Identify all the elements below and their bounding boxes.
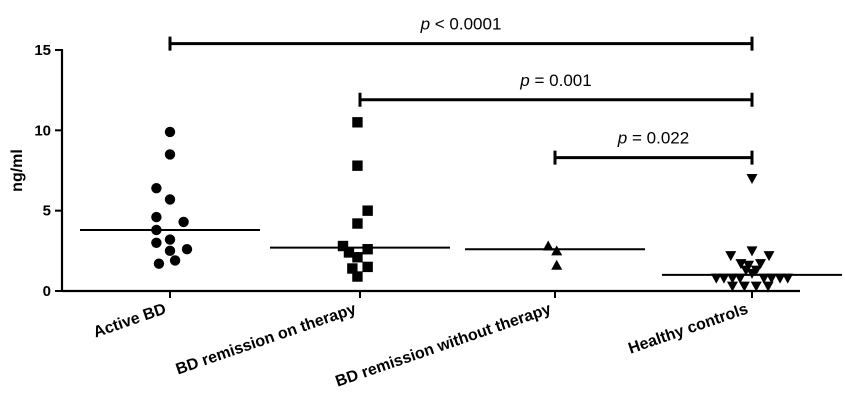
data-point (746, 246, 758, 257)
p-value: < 0.0001 (430, 15, 501, 34)
series-bd-remission-on-therapy (270, 117, 450, 282)
data-point (734, 273, 746, 284)
data-point (352, 271, 363, 282)
data-point (766, 273, 778, 284)
p-value-label: p = 0.022 (617, 129, 689, 148)
y-tick-label: 5 (43, 203, 51, 220)
p-value: = 0.022 (627, 129, 689, 148)
data-point (362, 244, 373, 255)
data-point (551, 259, 563, 270)
data-point (726, 273, 738, 284)
data-point (362, 261, 373, 273)
data-point (153, 258, 165, 269)
data-point (755, 259, 766, 270)
data-point (726, 281, 738, 292)
data-point (763, 251, 775, 262)
data-point (710, 273, 722, 284)
data-point (151, 237, 162, 248)
data-point (352, 117, 363, 128)
axes: 0 5 10 15 ng/ml Active BD BD remission on ther… (9, 42, 800, 391)
data-point (181, 244, 193, 255)
data-point (151, 211, 162, 223)
x-tick-label-healthy-controls: Healthy controls (626, 301, 750, 358)
y-tick-label: 15 (34, 42, 51, 59)
data-point (164, 126, 176, 138)
data-point (352, 252, 363, 263)
data-points (80, 117, 842, 292)
significance-bracket: p < 0.0001 (168, 15, 754, 51)
data-point (352, 160, 363, 171)
y-axis-label: ng/ml (9, 149, 26, 192)
data-point (164, 149, 176, 160)
data-point (718, 273, 730, 284)
data-point (551, 245, 563, 256)
p-value-label: p < 0.0001 (420, 15, 502, 34)
data-point (762, 281, 774, 292)
bracket-line (358, 92, 754, 107)
x-tick-label-bd-remission-on-therapy: BD remission on therapy (174, 301, 359, 379)
x-tick-label-bd-remission-without-therapy: BD remission without therapy (333, 301, 553, 391)
data-point (151, 182, 162, 194)
data-point (750, 281, 762, 292)
series-bd-remission-without-therapy (465, 240, 645, 270)
data-point (337, 240, 349, 252)
data-point (164, 194, 176, 205)
data-point (746, 174, 758, 185)
data-point (740, 265, 752, 276)
data-point (178, 216, 189, 228)
bracket-line (168, 36, 754, 51)
y-tick-label: 0 (43, 283, 51, 300)
data-point (774, 273, 786, 284)
significance-bracket: p = 0.001 (358, 71, 754, 107)
p-symbol: p (617, 129, 627, 148)
series-healthy-controls (662, 174, 842, 292)
data-point (542, 240, 554, 251)
data-point (164, 245, 176, 257)
p-value: = 0.001 (530, 71, 592, 90)
data-point (746, 268, 758, 279)
bracket-line (553, 150, 754, 165)
p-symbol: p (420, 15, 430, 34)
data-point (758, 273, 770, 284)
p-symbol: p (519, 71, 529, 90)
y-tick-label: 10 (34, 122, 51, 139)
x-tick-label-active-bd: Active BD (91, 301, 168, 342)
data-point (352, 218, 363, 229)
p-value-label: p = 0.001 (519, 71, 591, 90)
data-point (169, 255, 181, 266)
data-point (164, 234, 176, 245)
data-point (343, 247, 355, 258)
data-point (738, 281, 750, 292)
data-point (725, 251, 737, 262)
series-active-bd (80, 126, 260, 269)
significance-bracket: p = 0.022 (553, 129, 754, 165)
data-point (782, 273, 794, 284)
data-point (362, 205, 373, 216)
data-point (347, 263, 358, 274)
